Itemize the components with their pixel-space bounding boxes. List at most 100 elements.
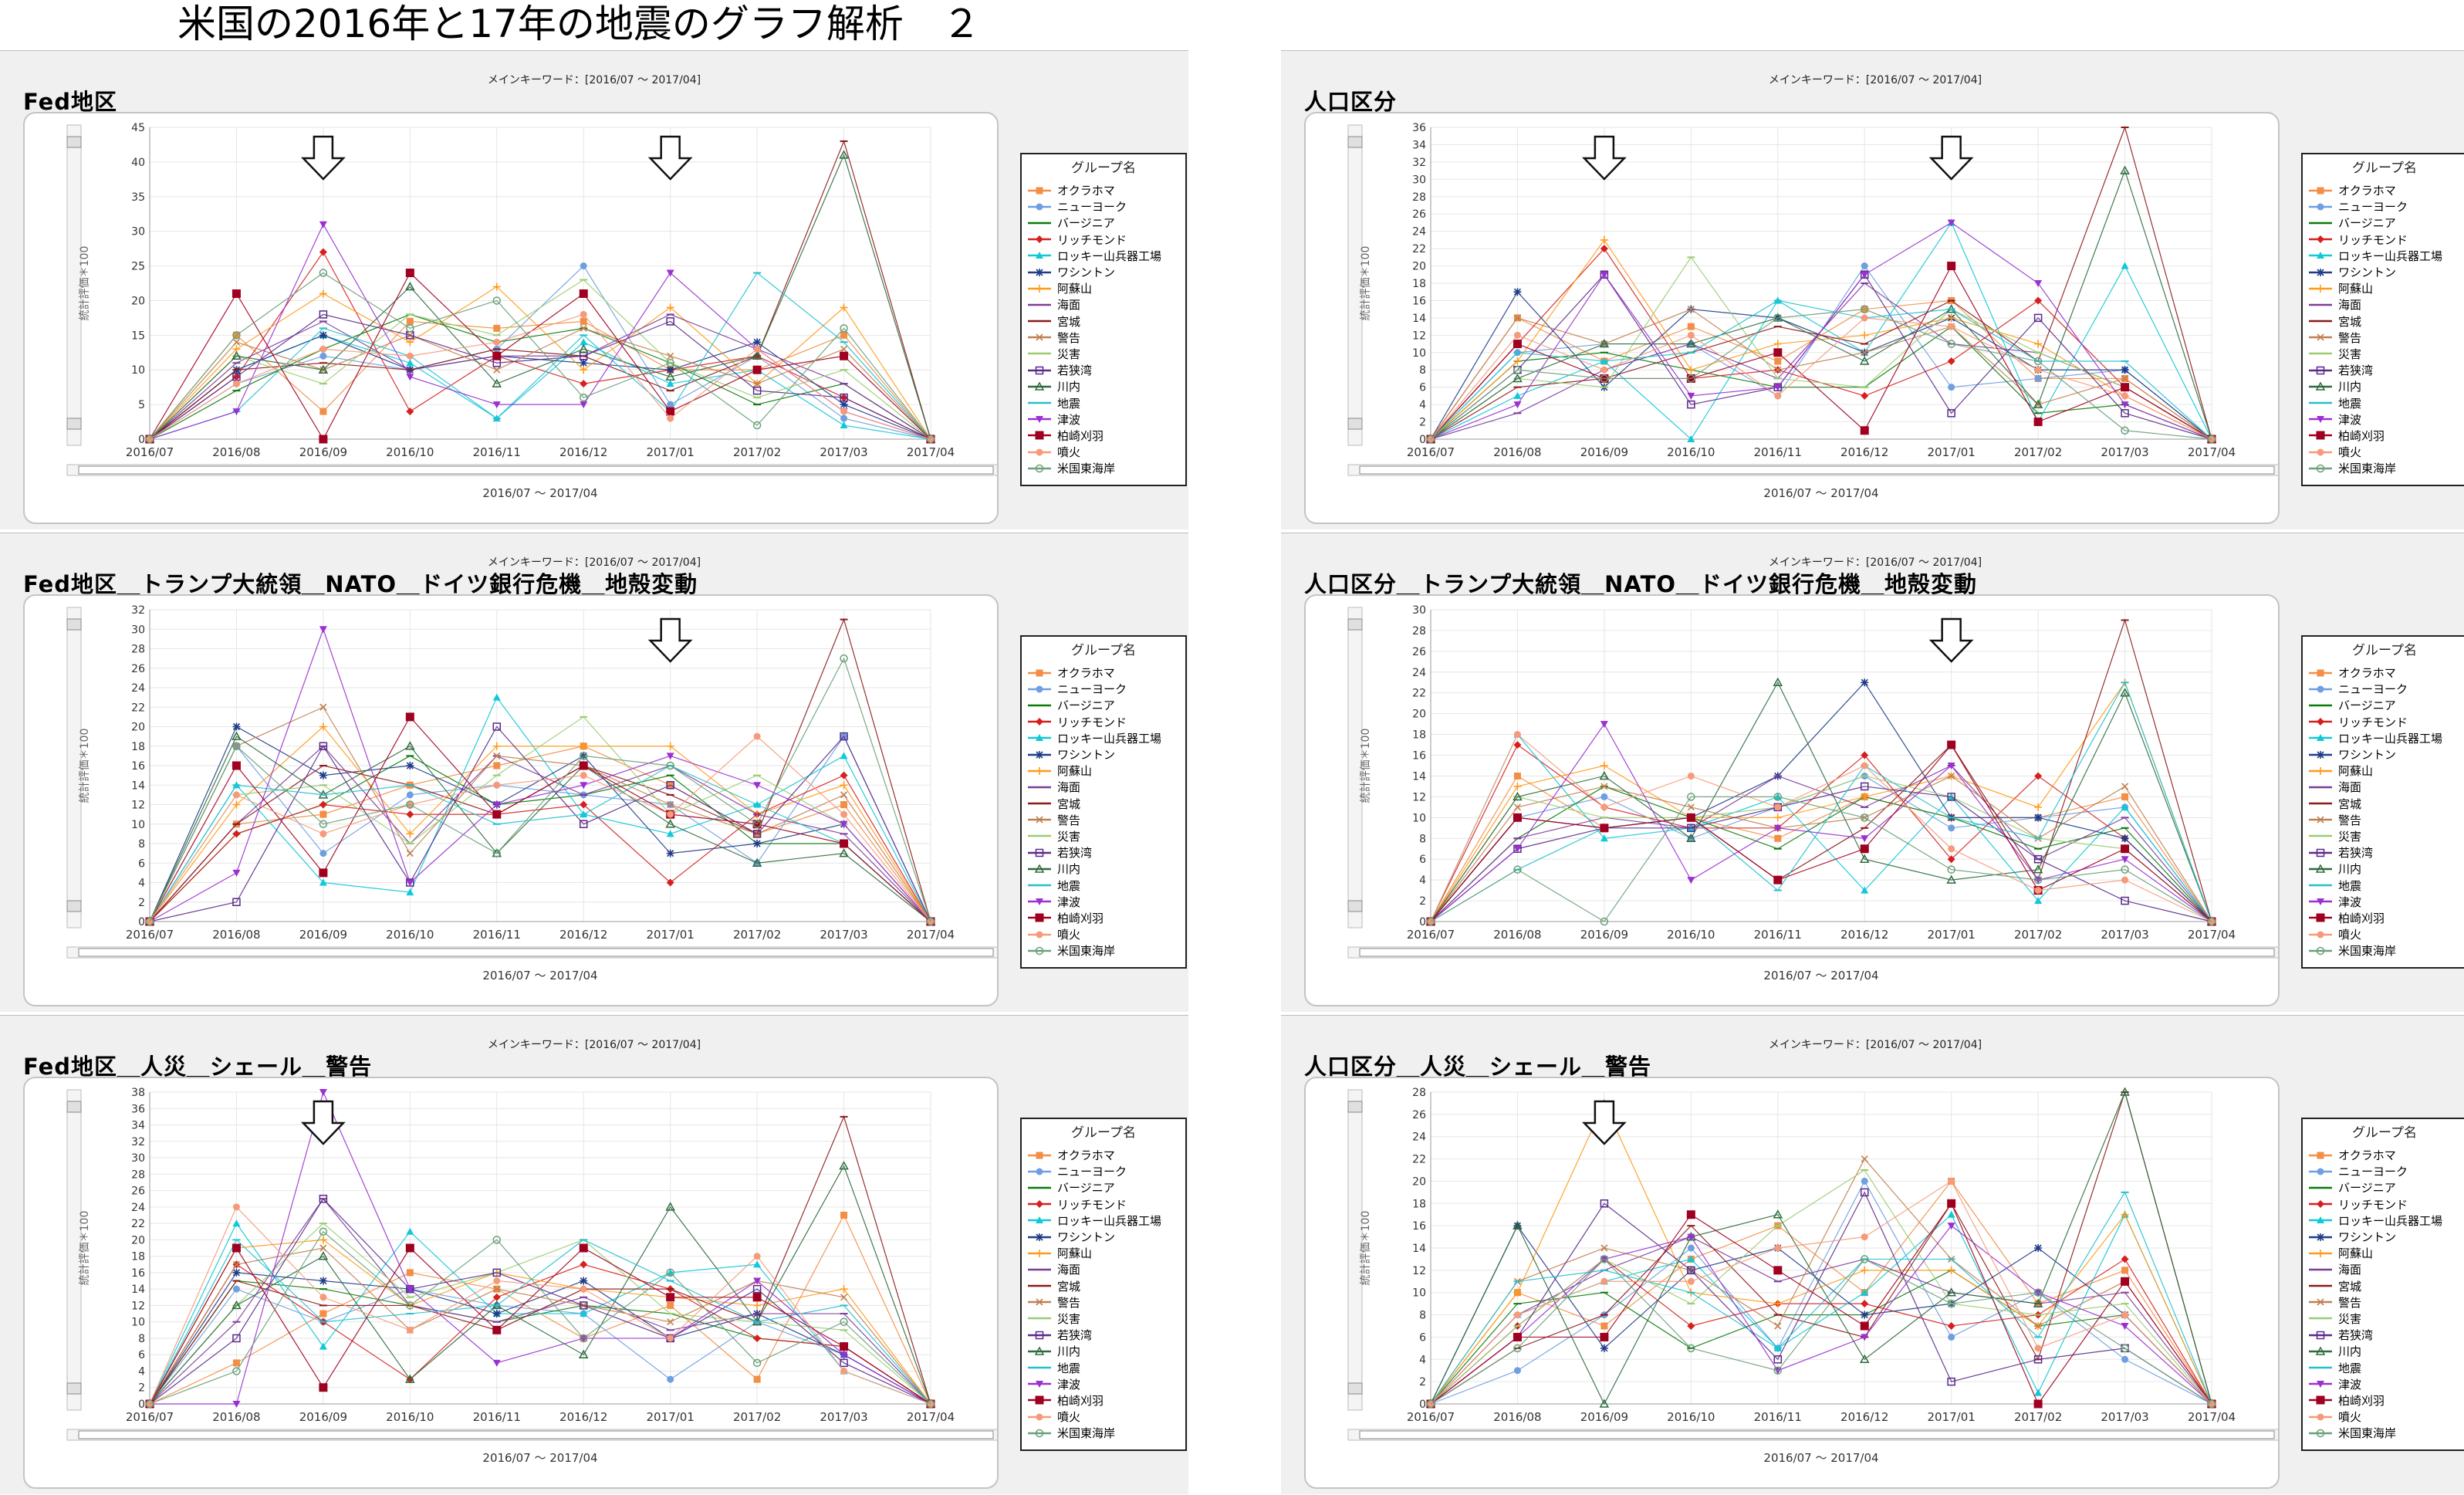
legend-item[interactable]: ニューヨーク [2303, 1163, 2464, 1179]
legend-item[interactable]: 津波 [1022, 1376, 1185, 1392]
legend-item[interactable]: 海面 [2303, 779, 2464, 795]
y-scroll-thumb-bottom[interactable] [66, 1382, 82, 1395]
legend-item[interactable]: 柏崎刈羽 [2303, 910, 2464, 926]
legend-item[interactable]: リッチモンド [1022, 714, 1185, 730]
legend-item[interactable]: 地震 [2303, 1359, 2464, 1375]
legend-item[interactable]: 若狭湾 [1022, 1327, 1185, 1343]
legend-item[interactable]: 柏崎刈羽 [1022, 910, 1185, 926]
legend-item[interactable]: 地震 [2303, 394, 2464, 411]
legend-item[interactable]: 阿蘇山 [2303, 763, 2464, 779]
y-scroll-thumb-bottom[interactable] [66, 900, 82, 912]
legend-item[interactable]: ニューヨーク [2303, 681, 2464, 697]
y-scroll-thumb-bottom[interactable] [66, 418, 82, 430]
legend-item[interactable]: ワシントン [2303, 746, 2464, 763]
legend-item[interactable]: オクラホマ [2303, 182, 2464, 198]
legend-item[interactable]: バージニア [2303, 215, 2464, 231]
legend-item[interactable]: 災害 [1022, 346, 1185, 362]
legend-item[interactable]: ロッキー山兵器工場 [2303, 1213, 2464, 1229]
x-scroll-thumb[interactable] [78, 465, 994, 475]
legend-item[interactable]: 阿蘇山 [2303, 1245, 2464, 1261]
legend-item[interactable]: オクラホマ [2303, 665, 2464, 681]
legend-item[interactable]: オクラホマ [1022, 1147, 1185, 1163]
legend-item[interactable]: 津波 [1022, 411, 1185, 428]
legend-item[interactable]: 海面 [1022, 1261, 1185, 1277]
legend-item[interactable]: ロッキー山兵器工場 [2303, 730, 2464, 746]
legend-item[interactable]: 地震 [1022, 877, 1185, 893]
legend-item[interactable]: 阿蘇山 [1022, 1245, 1185, 1261]
legend-item[interactable]: オクラホマ [1022, 182, 1185, 198]
legend-item[interactable]: オクラホマ [1022, 665, 1185, 681]
legend-item[interactable]: 噴火 [1022, 926, 1185, 942]
x-scroll-thumb[interactable] [1359, 1430, 2275, 1439]
legend-item[interactable]: 宮城 [1022, 313, 1185, 330]
legend-item[interactable]: 若狭湾 [2303, 1327, 2464, 1343]
legend-item[interactable]: ワシントン [1022, 746, 1185, 763]
legend-item[interactable]: リッチモンド [2303, 232, 2464, 248]
legend-item[interactable]: 宮城 [2303, 313, 2464, 330]
legend-item[interactable]: 警告 [2303, 1294, 2464, 1311]
y-scrollbar[interactable] [1347, 124, 1363, 446]
legend-item[interactable]: ニューヨーク [1022, 681, 1185, 697]
legend-item[interactable]: 警告 [2303, 330, 2464, 346]
legend-item[interactable]: 津波 [2303, 894, 2464, 910]
legend-item[interactable]: 川内 [1022, 861, 1185, 877]
legend-item[interactable]: バージニア [1022, 1179, 1185, 1196]
legend-item[interactable]: ワシントン [2303, 1229, 2464, 1245]
legend-item[interactable]: ニューヨーク [1022, 198, 1185, 215]
legend-item[interactable]: 柏崎刈羽 [2303, 1392, 2464, 1409]
legend-item[interactable]: 米国東海岸 [1022, 460, 1185, 476]
legend-item[interactable]: 警告 [2303, 812, 2464, 828]
y-scroll-thumb-bottom[interactable] [1347, 1382, 1363, 1395]
legend-item[interactable]: 津波 [1022, 894, 1185, 910]
y-scrollbar[interactable] [66, 1089, 82, 1411]
legend-item[interactable]: 宮城 [1022, 1278, 1185, 1294]
y-scroll-thumb-top[interactable] [1347, 136, 1363, 148]
y-scroll-thumb-bottom[interactable] [1347, 900, 1363, 912]
legend-item[interactable]: 川内 [1022, 1343, 1185, 1359]
legend-item[interactable]: バージニア [1022, 215, 1185, 231]
legend-item[interactable]: ニューヨーク [2303, 198, 2464, 215]
legend-item[interactable]: 阿蘇山 [2303, 280, 2464, 296]
legend-item[interactable]: 若狭湾 [2303, 844, 2464, 861]
legend-item[interactable]: 米国東海岸 [2303, 460, 2464, 476]
legend-item[interactable]: 若狭湾 [1022, 844, 1185, 861]
legend-item[interactable]: 宮城 [1022, 796, 1185, 812]
legend-item[interactable]: 柏崎刈羽 [1022, 428, 1185, 444]
legend-item[interactable]: 津波 [2303, 1376, 2464, 1392]
legend-item[interactable]: バージニア [2303, 697, 2464, 713]
legend-item[interactable]: ワシントン [1022, 264, 1185, 280]
legend-item[interactable]: 川内 [2303, 861, 2464, 877]
legend-item[interactable]: 米国東海岸 [2303, 1425, 2464, 1441]
legend-item[interactable]: 噴火 [1022, 1409, 1185, 1425]
legend-item[interactable]: 災害 [2303, 1311, 2464, 1327]
y-scroll-thumb-top[interactable] [66, 1101, 82, 1113]
legend-item[interactable]: ロッキー山兵器工場 [1022, 1213, 1185, 1229]
legend-item[interactable]: 海面 [2303, 296, 2464, 313]
legend-item[interactable]: 噴火 [2303, 1409, 2464, 1425]
y-scroll-thumb-top[interactable] [66, 136, 82, 148]
y-scrollbar[interactable] [66, 124, 82, 446]
legend-item[interactable]: 津波 [2303, 411, 2464, 428]
y-scroll-thumb-top[interactable] [66, 618, 82, 631]
legend-item[interactable]: 米国東海岸 [1022, 1425, 1185, 1441]
legend-item[interactable]: バージニア [1022, 697, 1185, 713]
legend-item[interactable]: 海面 [1022, 296, 1185, 313]
legend-item[interactable]: ロッキー山兵器工場 [1022, 730, 1185, 746]
x-scroll-thumb[interactable] [78, 948, 994, 957]
legend-item[interactable]: リッチモンド [1022, 1196, 1185, 1213]
x-scroll-thumb[interactable] [1359, 465, 2275, 475]
y-scroll-thumb-bottom[interactable] [1347, 418, 1363, 430]
legend-item[interactable]: 海面 [1022, 779, 1185, 795]
legend-item[interactable]: 噴火 [1022, 444, 1185, 460]
legend-item[interactable]: 災害 [2303, 346, 2464, 362]
legend-item[interactable]: 警告 [1022, 330, 1185, 346]
legend-item[interactable]: 柏崎刈羽 [2303, 428, 2464, 444]
legend-item[interactable]: 川内 [1022, 378, 1185, 394]
legend-item[interactable]: ワシントン [1022, 1229, 1185, 1245]
legend-item[interactable]: 宮城 [2303, 796, 2464, 812]
legend-item[interactable]: 米国東海岸 [2303, 942, 2464, 959]
legend-item[interactable]: ワシントン [2303, 264, 2464, 280]
legend-item[interactable]: 地震 [1022, 394, 1185, 411]
legend-item[interactable]: 阿蘇山 [1022, 763, 1185, 779]
legend-item[interactable]: 災害 [2303, 828, 2464, 844]
